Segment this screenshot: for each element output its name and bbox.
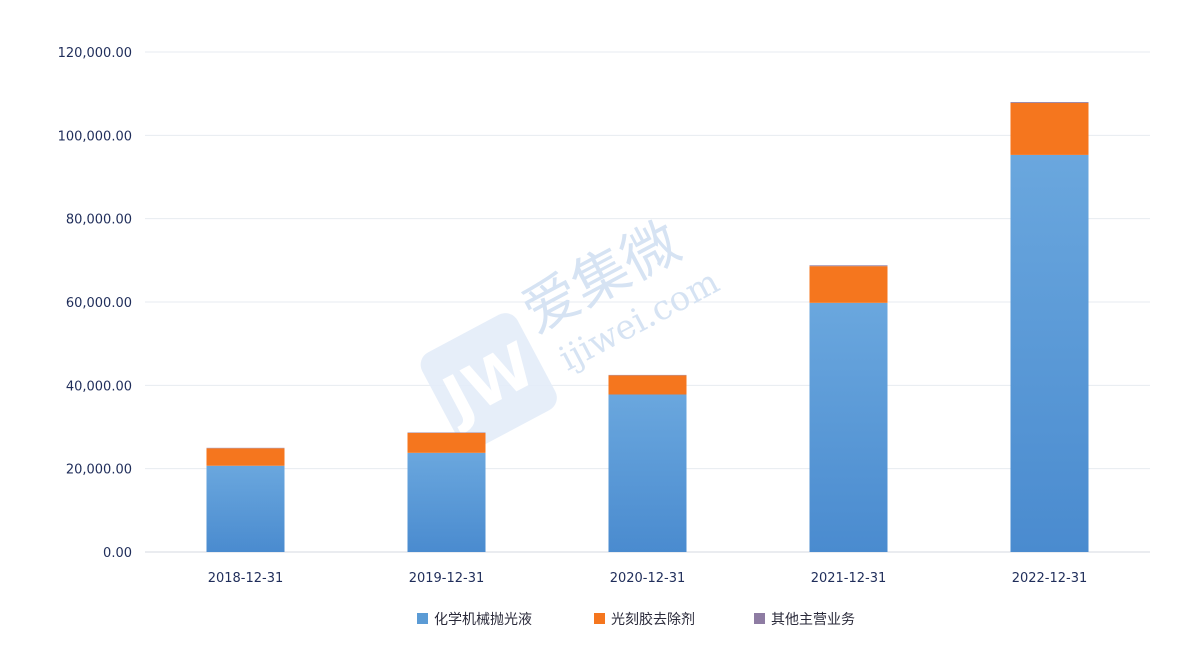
bar-segment bbox=[407, 452, 486, 552]
watermark-logo-icon bbox=[420, 313, 557, 450]
legend: 化学机械抛光液 光刻胶去除剂 其他主营业务 bbox=[417, 611, 855, 628]
x-tick-label: 2019-12-31 bbox=[409, 571, 485, 586]
legend-swatch bbox=[594, 613, 605, 624]
y-tick-label: 100,000.00 bbox=[58, 129, 132, 144]
y-tick-label: 80,000.00 bbox=[66, 213, 132, 228]
y-tick-label: 120,000.00 bbox=[58, 46, 132, 61]
bar-segment bbox=[608, 375, 687, 395]
x-tick-label: 2022-12-31 bbox=[1012, 571, 1088, 586]
bar-segment bbox=[206, 465, 285, 552]
legend-swatch bbox=[417, 613, 428, 624]
legend-label: 光刻胶去除剂 bbox=[611, 611, 695, 628]
bar-segment bbox=[608, 394, 687, 552]
x-tick-label: 2020-12-31 bbox=[610, 571, 686, 586]
bar-segment bbox=[1010, 102, 1089, 155]
bar-segment bbox=[809, 302, 888, 552]
y-axis: 0.00 20,000.00 40,000.00 60,000.00 80,000.00… bbox=[58, 46, 132, 561]
bar-segment bbox=[809, 265, 888, 267]
y-tick-label: 0.00 bbox=[103, 546, 132, 561]
bar-segment bbox=[809, 266, 888, 303]
bar-segment bbox=[206, 448, 285, 466]
bar-segment bbox=[1010, 102, 1089, 103]
legend-label: 化学机械抛光液 bbox=[434, 612, 532, 628]
y-tick-label: 40,000.00 bbox=[66, 379, 132, 394]
y-tick-label: 60,000.00 bbox=[66, 296, 132, 311]
bars bbox=[206, 102, 1089, 552]
y-tick-label: 20,000.00 bbox=[66, 463, 132, 478]
legend-label: 其他主营业务 bbox=[771, 612, 855, 628]
x-tick-label: 2021-12-31 bbox=[811, 571, 887, 586]
x-axis: 2018-12-31 2019-12-31 2020-12-31 2021-12-31… bbox=[208, 571, 1088, 586]
bar-segment bbox=[407, 432, 486, 453]
legend-swatch bbox=[754, 613, 765, 624]
bar-segment bbox=[1010, 154, 1089, 552]
x-tick-label: 2018-12-31 bbox=[208, 571, 284, 586]
